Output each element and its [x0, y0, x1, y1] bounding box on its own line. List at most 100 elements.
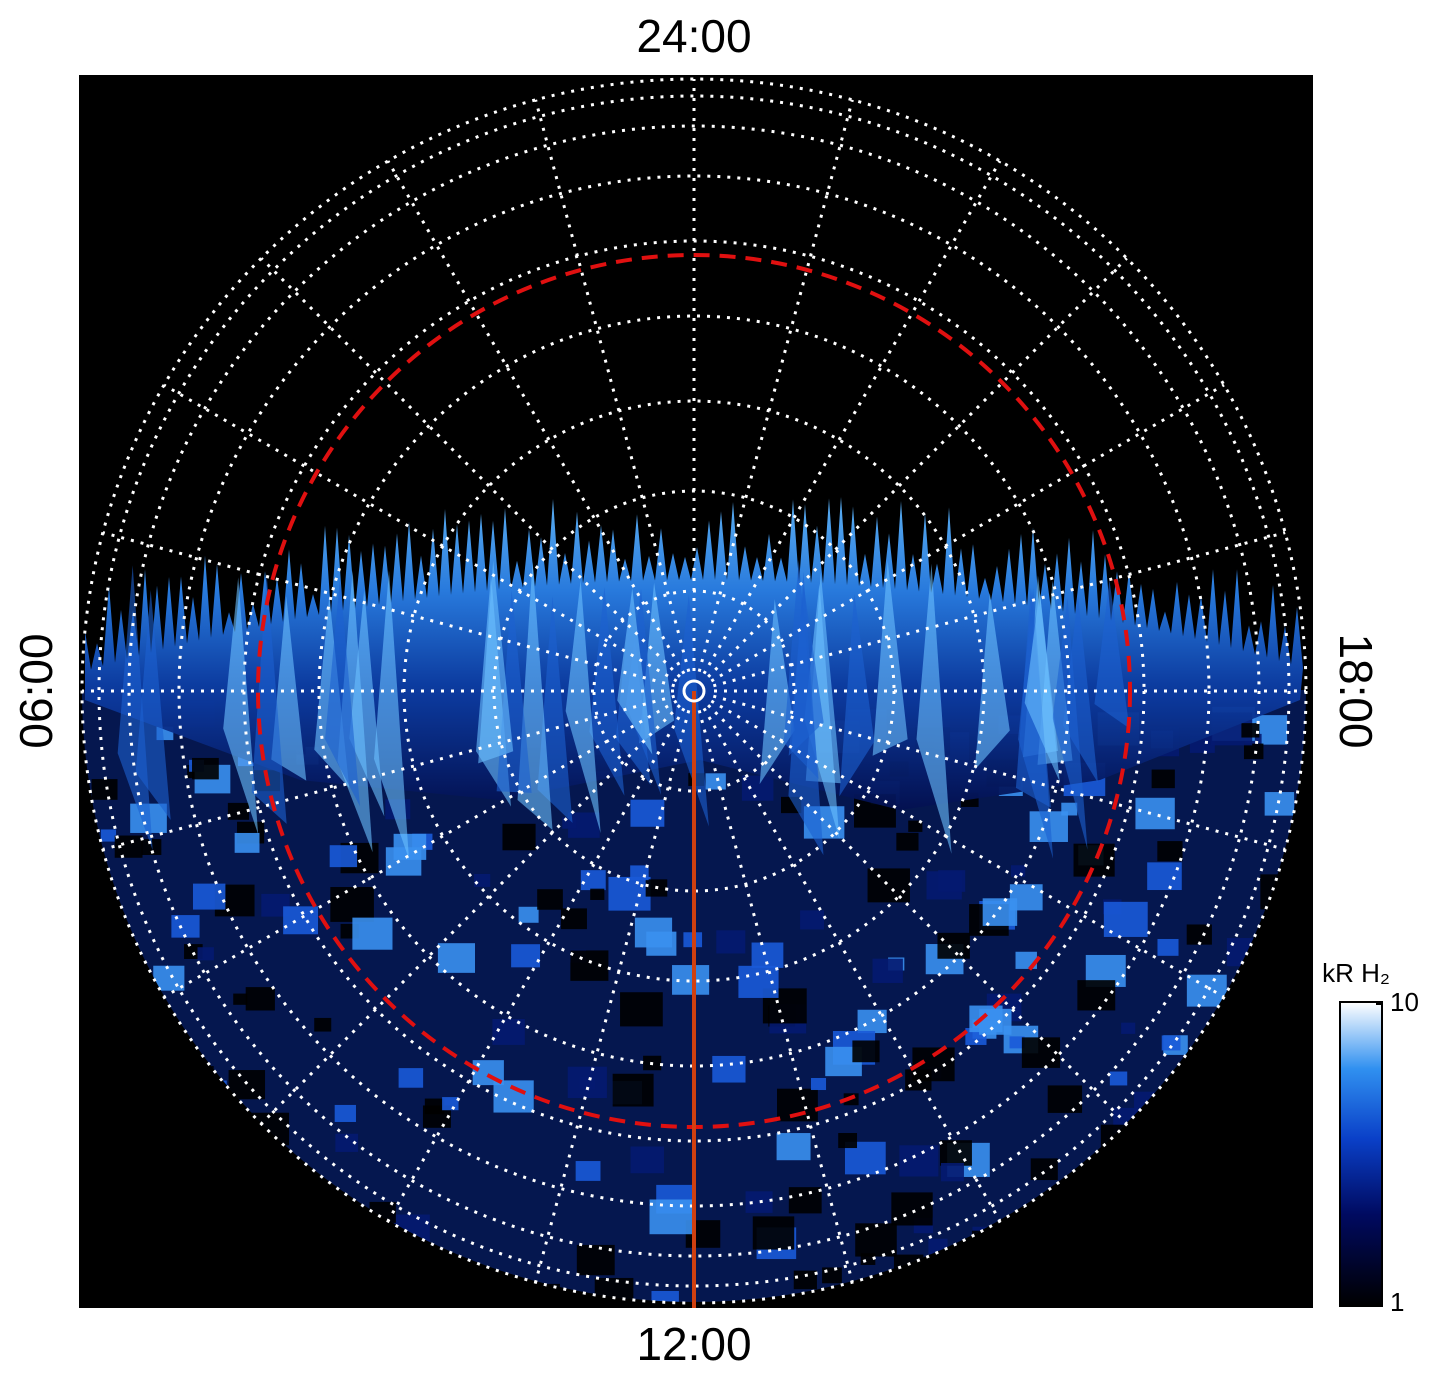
aurora-patch [493, 1080, 534, 1113]
aurora-patch [227, 802, 250, 820]
aurora-patch [511, 944, 541, 968]
grid-circle [317, 314, 1071, 1068]
aurora-patch [969, 1005, 1003, 1033]
aurora-patch [1186, 924, 1212, 945]
aurora-patch [810, 1077, 827, 1091]
aurora-patch [352, 917, 393, 950]
aurora-patch [620, 992, 663, 1027]
aurora-ray [872, 560, 908, 756]
aurora-patch [1030, 1158, 1058, 1181]
aurora-ray [1052, 598, 1088, 850]
aurora-ray [1094, 579, 1130, 729]
colorbar-tick-label: 1 [1390, 1287, 1404, 1317]
aurora-patch [192, 757, 219, 780]
aurora-patch [908, 820, 923, 832]
aurora-patch [800, 910, 825, 930]
aurora-patch [1077, 980, 1116, 1011]
aurora-patch [937, 932, 970, 959]
grid-circle [177, 174, 1211, 1208]
aurora-patch [752, 1216, 795, 1250]
bottom-label: 12:00 [636, 1318, 751, 1370]
aurora-ray [135, 589, 171, 820]
aurora-patch [562, 817, 577, 829]
aurora-patch [630, 865, 649, 881]
aurora-ray [478, 560, 514, 764]
aurora-patch [608, 876, 651, 911]
top-label: 24:00 [636, 10, 751, 62]
aurora-patch [335, 1133, 359, 1152]
aurora-patch [716, 930, 746, 954]
aurora-patch [442, 1097, 459, 1111]
aurora-patch [1157, 938, 1179, 956]
aurora-patch [855, 1223, 897, 1257]
aurora-patch [1147, 862, 1182, 891]
aurora-patch [860, 1253, 876, 1265]
colorbar-label: kR H₂ [1322, 958, 1390, 988]
aurora-patch [741, 775, 774, 801]
aurora-patch [651, 1290, 679, 1302]
aurora-patch [141, 839, 162, 855]
aurora-patch [1264, 792, 1295, 816]
aurora-patch [867, 868, 910, 903]
aurora-patch [314, 1017, 332, 1032]
aurora-patch [1073, 843, 1115, 877]
aurora-patch [712, 1055, 746, 1083]
aurora-patch [857, 1009, 887, 1034]
aurora-patch [1151, 769, 1175, 789]
aurora-patch [398, 1068, 424, 1088]
aurora-patch [502, 823, 536, 851]
aurora-patch [612, 1073, 654, 1107]
aurora-patch [1009, 1036, 1025, 1049]
aurora-ray [589, 587, 625, 796]
aurora-patch [575, 1161, 601, 1181]
aurora-patch [1135, 797, 1175, 830]
colorbar [1339, 1001, 1383, 1307]
aurora-patch [822, 1267, 842, 1284]
colorbar-tick-label: 10 [1390, 987, 1419, 1017]
aurora-patch [580, 870, 606, 891]
aurora-patch [570, 950, 609, 981]
aurora-patch [518, 906, 539, 923]
left-label: 06:00 [10, 633, 62, 748]
aurora-patch [705, 773, 726, 790]
aurora-patch [537, 889, 563, 910]
aurora-patch [474, 873, 491, 887]
aurora-ray [839, 593, 875, 797]
colorbar-ticks: 1 10 [1376, 987, 1419, 1317]
aurora-ray [373, 570, 409, 860]
aurora-ray [223, 577, 259, 835]
aurora-ray [916, 563, 952, 854]
pole-marker [682, 679, 706, 703]
aurora-patch [424, 1098, 445, 1115]
aurora-patch [630, 1146, 664, 1174]
aurora-patch [91, 779, 118, 800]
aurora-patch [1186, 974, 1227, 1007]
aurora-patch [1243, 743, 1264, 760]
aurora-patch [576, 1244, 615, 1276]
aurora-patch [192, 883, 226, 910]
aurora-patch [329, 845, 358, 868]
aurora-patch [114, 835, 143, 858]
aurora-patch [630, 799, 665, 827]
aurora-patch [940, 1140, 972, 1166]
aurora-patch [245, 987, 275, 1011]
aurora-ray [271, 596, 307, 781]
aurora-patch [234, 832, 260, 853]
aurora-patch [793, 1270, 817, 1290]
aurora-patch [938, 870, 966, 892]
aurora-ray [617, 588, 653, 755]
aurora-patch [1010, 865, 1026, 877]
aurora-patch [197, 947, 214, 961]
aurora-ray [565, 579, 601, 834]
aurora-patch [492, 1018, 525, 1045]
aurora-patch [745, 1191, 773, 1213]
right-label: 18:00 [1330, 633, 1382, 748]
aurora-patch [1157, 841, 1183, 862]
aurora-patch [982, 898, 1018, 926]
polar-grid [80, 77, 1308, 1305]
aurora-patch [437, 943, 476, 973]
aurora-patch [634, 917, 673, 948]
aurora-patch [1241, 723, 1260, 738]
aurora-patch [788, 1187, 822, 1214]
